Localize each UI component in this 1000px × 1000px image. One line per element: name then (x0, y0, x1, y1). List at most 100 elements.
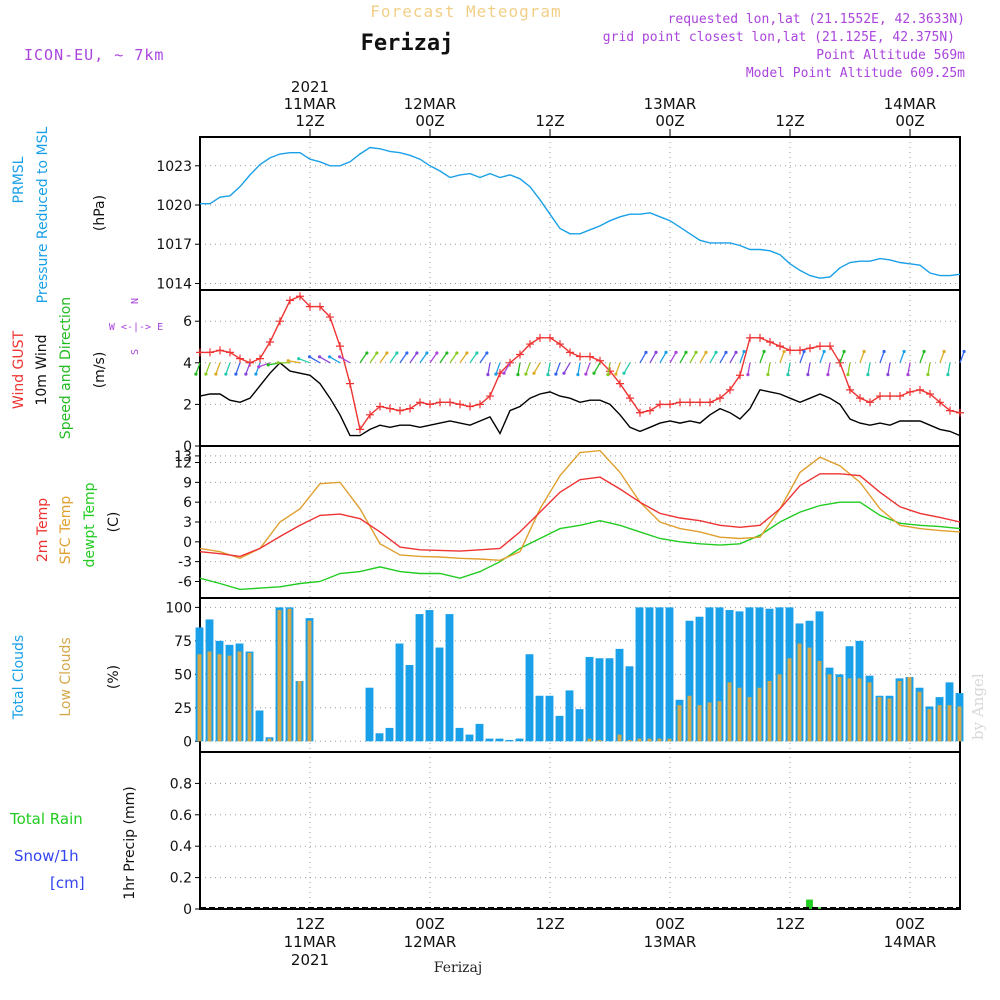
wind-gust-line-marker (416, 398, 424, 407)
wind-direction-arrowhead (962, 349, 966, 354)
wind-direction-arrow (649, 352, 657, 364)
pressure-unit: (hPa) (92, 195, 108, 231)
wind-gust-line-marker (346, 379, 354, 388)
wind-direction-arrowhead (562, 371, 566, 375)
wind-gust-line-marker (586, 352, 594, 361)
wind-gust-line-marker (656, 400, 664, 409)
total-cloud-bar (565, 690, 574, 742)
total-cloud-bar (705, 607, 714, 742)
pressure-line (200, 146, 961, 279)
model-altitude: Model Point Altitude 609.25m (746, 66, 965, 81)
total-cloud-bar (405, 664, 414, 742)
wind-gust-line-marker (936, 398, 944, 407)
wind-direction-arrow (379, 352, 388, 364)
low-cloud-bar (687, 695, 692, 742)
wind-direction-arrow (255, 362, 261, 375)
low-cloud-bar (727, 682, 732, 742)
wind-gust-line-marker (566, 348, 574, 357)
wind-direction-arrow (205, 362, 211, 375)
wind-ytick-label: 6 (183, 314, 192, 330)
wind-gust-line-marker (196, 348, 204, 357)
wind-direction-arrow (779, 351, 785, 364)
bottom-time-label: 00Z (655, 915, 684, 933)
clouds-ytick-label: 75 (174, 634, 192, 650)
wind-direction-arrow (747, 362, 751, 375)
total-cloud-bar (685, 620, 694, 742)
wind-direction-arrow (225, 362, 231, 375)
wind-gust-line-marker (486, 392, 494, 401)
total-cloud-bar (605, 658, 614, 742)
temperature-ytick-label: -3 (178, 555, 192, 571)
wind-direction-arrow (899, 351, 905, 364)
low-cloud-bar (757, 687, 762, 742)
wind-direction-arrowhead (826, 373, 830, 377)
low-cloud-bar (707, 702, 712, 742)
total-cloud-bar (495, 738, 504, 742)
wind-gust-line-marker (456, 400, 464, 409)
pressure-ytick-label: 1017 (156, 237, 192, 253)
clouds-ytick-label: 50 (174, 667, 192, 683)
wind-ytick-label: 4 (183, 356, 192, 372)
wind-direction-arrowhead (926, 373, 930, 377)
precip-axis-label: 1hr Precip (mm) (122, 786, 138, 899)
wind-direction-arrow (555, 362, 561, 375)
wind-direction-arrow (585, 362, 591, 375)
total-cloud-bar (645, 607, 654, 742)
wind-direction-arrowhead (614, 372, 618, 376)
precip-label-snow: Snow/1h (14, 847, 79, 865)
wind-direction-arrowhead (385, 351, 389, 355)
low-cloud-bar (307, 620, 312, 742)
wind-gust-line-marker (546, 333, 554, 342)
temperature-ytick-label: 3 (183, 515, 192, 531)
total-cloud-bar (515, 738, 524, 742)
wind-direction-arrow (767, 362, 771, 375)
wind-direction-arrowhead (318, 355, 322, 359)
footer-station: Ferizaj (434, 960, 482, 976)
wind-direction-arrowhead (546, 373, 550, 377)
wind-direction-arrow (298, 358, 311, 364)
low-cloud-bar (297, 681, 302, 742)
wind-direction-arrowhead (694, 350, 698, 355)
wind-direction-arrowhead (395, 351, 399, 355)
wind-direction-arrowhead (445, 351, 449, 355)
wind-direction-arrowhead (494, 372, 498, 376)
total-cloud-bar (435, 647, 444, 742)
wind-direction-arrow (439, 352, 448, 364)
total-cloud-bar (365, 687, 374, 742)
wind-direction-arrow (577, 362, 581, 375)
total-cloud-bar (655, 607, 664, 742)
wind-gust-line-marker (356, 425, 364, 434)
total-cloud-bar (375, 733, 384, 742)
chart-title: Forecast Meteogram (370, 2, 561, 21)
temp-unit: (C) (106, 512, 122, 533)
low-cloud-bar (737, 687, 742, 742)
wind-direction-arrowhead (254, 372, 258, 376)
wind-direction-arrow (319, 356, 331, 364)
wind-direction-arrowhead (244, 372, 248, 376)
top-time-label: 14MAR (884, 95, 937, 113)
wind-direction-arrowhead (328, 355, 332, 359)
wind-gust-line-marker (336, 342, 344, 351)
total-cloud-bar (665, 607, 674, 742)
top-time-label: 2021 (291, 78, 329, 96)
wind-gust-line-marker (226, 348, 234, 357)
wind-direction-arrowhead (576, 373, 580, 377)
wind-gust-line-marker (876, 392, 884, 401)
wind-direction-arrowhead (766, 373, 770, 377)
wind-direction-arrowhead (276, 361, 280, 365)
clouds-ytick-label: 100 (165, 600, 192, 616)
wind-direction-arrowhead (802, 349, 806, 354)
low-cloud-bar (887, 698, 892, 742)
total-cloud-bar (465, 734, 474, 742)
wind-gust-line-marker (316, 302, 324, 311)
total-cloud-bar (535, 695, 544, 742)
total-cloud-bar (505, 739, 514, 742)
precip-panel: 0 0.2 0.4 0.6 0.8 (170, 751, 961, 918)
wind-direction-arrowhead (224, 372, 228, 376)
wind-direction-arrowhead (584, 372, 588, 376)
wind-unit: (m/s) (92, 352, 108, 389)
low-cloud-bar (817, 660, 822, 742)
bottom-time-label: 12Z (535, 915, 564, 933)
wind-direction-arrow (547, 362, 551, 375)
